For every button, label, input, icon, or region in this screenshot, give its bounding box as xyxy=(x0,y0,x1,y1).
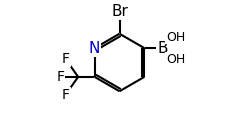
Text: N: N xyxy=(89,41,100,56)
Text: F: F xyxy=(62,88,70,102)
Text: Br: Br xyxy=(111,4,128,19)
Text: F: F xyxy=(56,70,64,84)
Text: OH: OH xyxy=(166,31,185,44)
Text: B: B xyxy=(157,41,168,56)
Text: F: F xyxy=(62,52,70,66)
Text: OH: OH xyxy=(166,53,185,66)
